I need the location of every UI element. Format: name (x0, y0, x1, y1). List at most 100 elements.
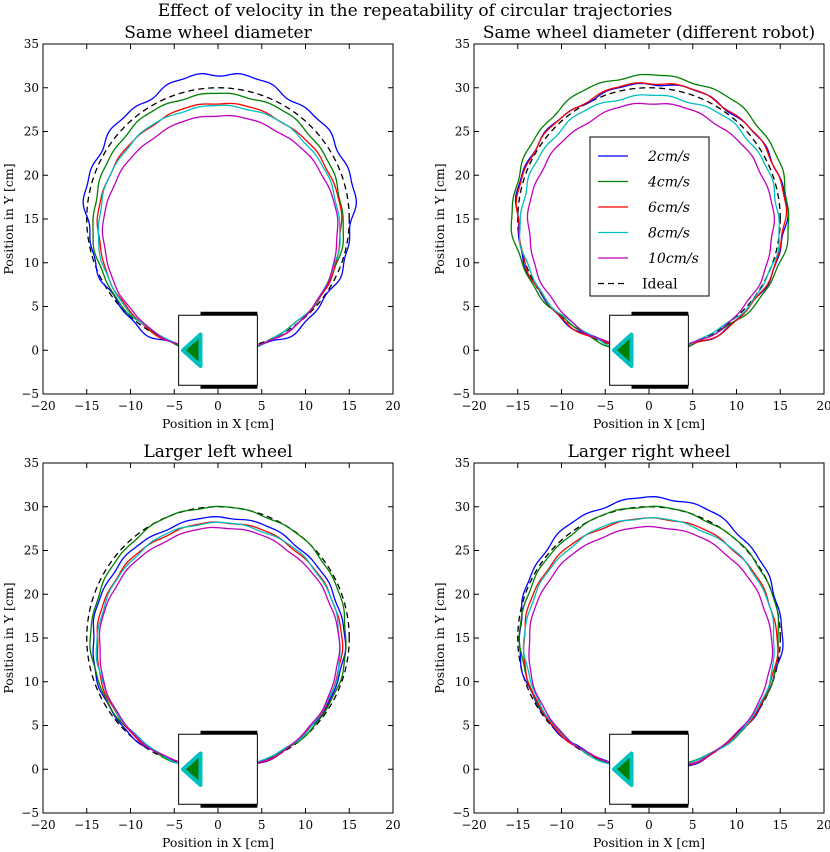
x-tick-label: −15 (74, 399, 99, 413)
legend-label-10cm-s: 10cm/s (648, 251, 699, 267)
x-tick-label: −20 (461, 818, 486, 832)
series-line-ideal (86, 87, 350, 351)
legend-box (589, 136, 710, 297)
robot-wheel-top (200, 730, 258, 735)
plot-lines (510, 73, 790, 353)
subplot-larger-left-wheel: Larger left wheel −20 −15 −10 −5 0 5 10 15 20 −5 0 5… (1, 442, 401, 850)
series-line-4cm-s (510, 73, 790, 353)
robot-heading-arrow (612, 332, 634, 368)
y-tick-label: 15 (24, 631, 39, 645)
y-tick-label: 10 (455, 256, 470, 270)
x-tick-label: −15 (74, 818, 99, 832)
y-tick-label: 35 (24, 37, 39, 51)
subplot-title: Same wheel diameter (different robot) (483, 23, 815, 43)
series-line-ideal (517, 506, 781, 770)
x-tick-label: −20 (30, 818, 55, 832)
robot-wheel-bottom (631, 385, 689, 389)
x-tick-label: 5 (258, 399, 266, 413)
x-tick-label: 5 (258, 818, 266, 832)
x-axis-label: Position in X [cm] (162, 416, 274, 431)
y-tick-label: 30 (455, 81, 470, 95)
y-tick-label: 10 (24, 675, 39, 689)
legend: 2cm/s 4cm/s 6cm/s 8cm/s 10cm/s Ideal (589, 136, 710, 297)
y-tick-label: 10 (455, 675, 470, 689)
x-tick-label: −5 (596, 399, 614, 413)
figure-suptitle: Effect of velocity in the repeatability … (158, 1, 673, 21)
x-tick-label: 15 (773, 818, 788, 832)
x-tick-label: −15 (505, 818, 530, 832)
x-tick-label: 5 (689, 818, 697, 832)
x-axis-label: Position in X [cm] (593, 835, 705, 850)
x-tick-label: 20 (816, 399, 830, 413)
robot-wheel-bottom (200, 385, 258, 389)
x-tick-label: 15 (342, 399, 357, 413)
series-line-10cm-s (98, 526, 341, 771)
y-axis-label: Position in Y [cm] (432, 582, 447, 693)
y-tick-label: 25 (24, 125, 39, 139)
y-tick-label: 0 (31, 762, 39, 776)
x-tick-label: 20 (385, 399, 400, 413)
x-tick-label: 10 (729, 818, 744, 832)
x-tick-label: 10 (298, 818, 313, 832)
legend-label-ideal: Ideal (642, 277, 678, 293)
robot-wheel-bottom (200, 804, 258, 808)
x-tick-label: 0 (214, 399, 222, 413)
robot-heading-arrow (181, 751, 203, 787)
y-tick-label: 5 (462, 719, 470, 733)
robot-wheel-bottom (631, 804, 689, 808)
x-tick-label: −5 (165, 399, 183, 413)
x-tick-label: 10 (729, 399, 744, 413)
y-tick-label: 5 (31, 300, 39, 314)
y-tick-label: 5 (31, 719, 39, 733)
plot-lines (517, 495, 784, 771)
y-tick-label: 25 (455, 544, 470, 558)
y-tick-label: 15 (24, 212, 39, 226)
y-tick-label: 15 (455, 212, 470, 226)
x-tick-label: −10 (118, 818, 143, 832)
y-tick-label: 20 (24, 587, 39, 601)
x-tick-label: 20 (385, 818, 400, 832)
subplot-same-wheel-diameter-different-robot: Same wheel diameter (different robot) −20… (432, 23, 830, 431)
subplot-title: Larger left wheel (143, 442, 292, 462)
plot-lines (86, 505, 350, 771)
series-line-4cm-s (89, 505, 347, 770)
robot-wheel-top (631, 311, 689, 316)
y-tick-label: 15 (455, 631, 470, 645)
robot-marker (178, 311, 258, 389)
y-axis-label: Position in Y [cm] (432, 163, 447, 274)
y-tick-label: −5 (452, 806, 470, 820)
x-axis-label: Position in X [cm] (593, 416, 705, 431)
robot-marker (609, 730, 689, 808)
series-line-2cm-s (82, 73, 357, 356)
series-line-8cm-s (518, 94, 780, 352)
robot-wheel-top (200, 311, 258, 316)
legend-label-2cm-s: 2cm/s (647, 149, 690, 165)
x-tick-label: −20 (461, 399, 486, 413)
x-tick-label: −15 (505, 399, 530, 413)
y-tick-label: 25 (455, 125, 470, 139)
y-axis-label: Position in Y [cm] (1, 163, 16, 274)
series-line-10cm-s (526, 102, 776, 352)
x-tick-label: 0 (645, 818, 653, 832)
x-tick-label: −10 (549, 399, 574, 413)
y-tick-label: 35 (455, 37, 470, 51)
y-tick-label: 30 (24, 500, 39, 514)
subplot-same-wheel-diameter: Same wheel diameter −20 −15 −10 −5 0 5 10 15 20 −5… (1, 23, 401, 431)
x-tick-label: 0 (214, 818, 222, 832)
y-tick-label: 30 (24, 81, 39, 95)
subplot-title: Same wheel diameter (124, 23, 312, 43)
robot-heading-arrow (612, 751, 634, 787)
legend-label-4cm-s: 4cm/s (647, 175, 690, 191)
series-line-6cm-s (515, 82, 788, 353)
x-tick-label: −20 (30, 399, 55, 413)
subplot-larger-right-wheel: Larger right wheel −20 −15 −10 −5 0 5 10 15 20 −5 0… (432, 442, 830, 850)
y-tick-label: 30 (455, 500, 470, 514)
robot-marker (609, 311, 689, 389)
x-tick-label: 5 (689, 399, 697, 413)
y-tick-label: −5 (21, 387, 39, 401)
x-tick-label: 15 (773, 399, 788, 413)
y-tick-label: 0 (462, 762, 470, 776)
robot-heading-arrow (181, 332, 203, 368)
legend-label-6cm-s: 6cm/s (648, 200, 690, 216)
